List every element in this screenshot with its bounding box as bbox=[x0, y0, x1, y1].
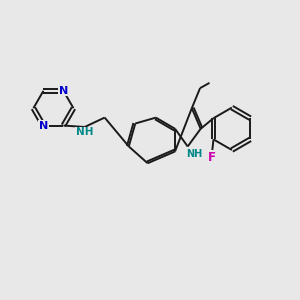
Text: N: N bbox=[39, 121, 48, 130]
Text: N: N bbox=[59, 86, 68, 96]
Text: NH: NH bbox=[76, 127, 93, 137]
Text: NH: NH bbox=[186, 149, 202, 159]
Text: F: F bbox=[208, 151, 216, 164]
